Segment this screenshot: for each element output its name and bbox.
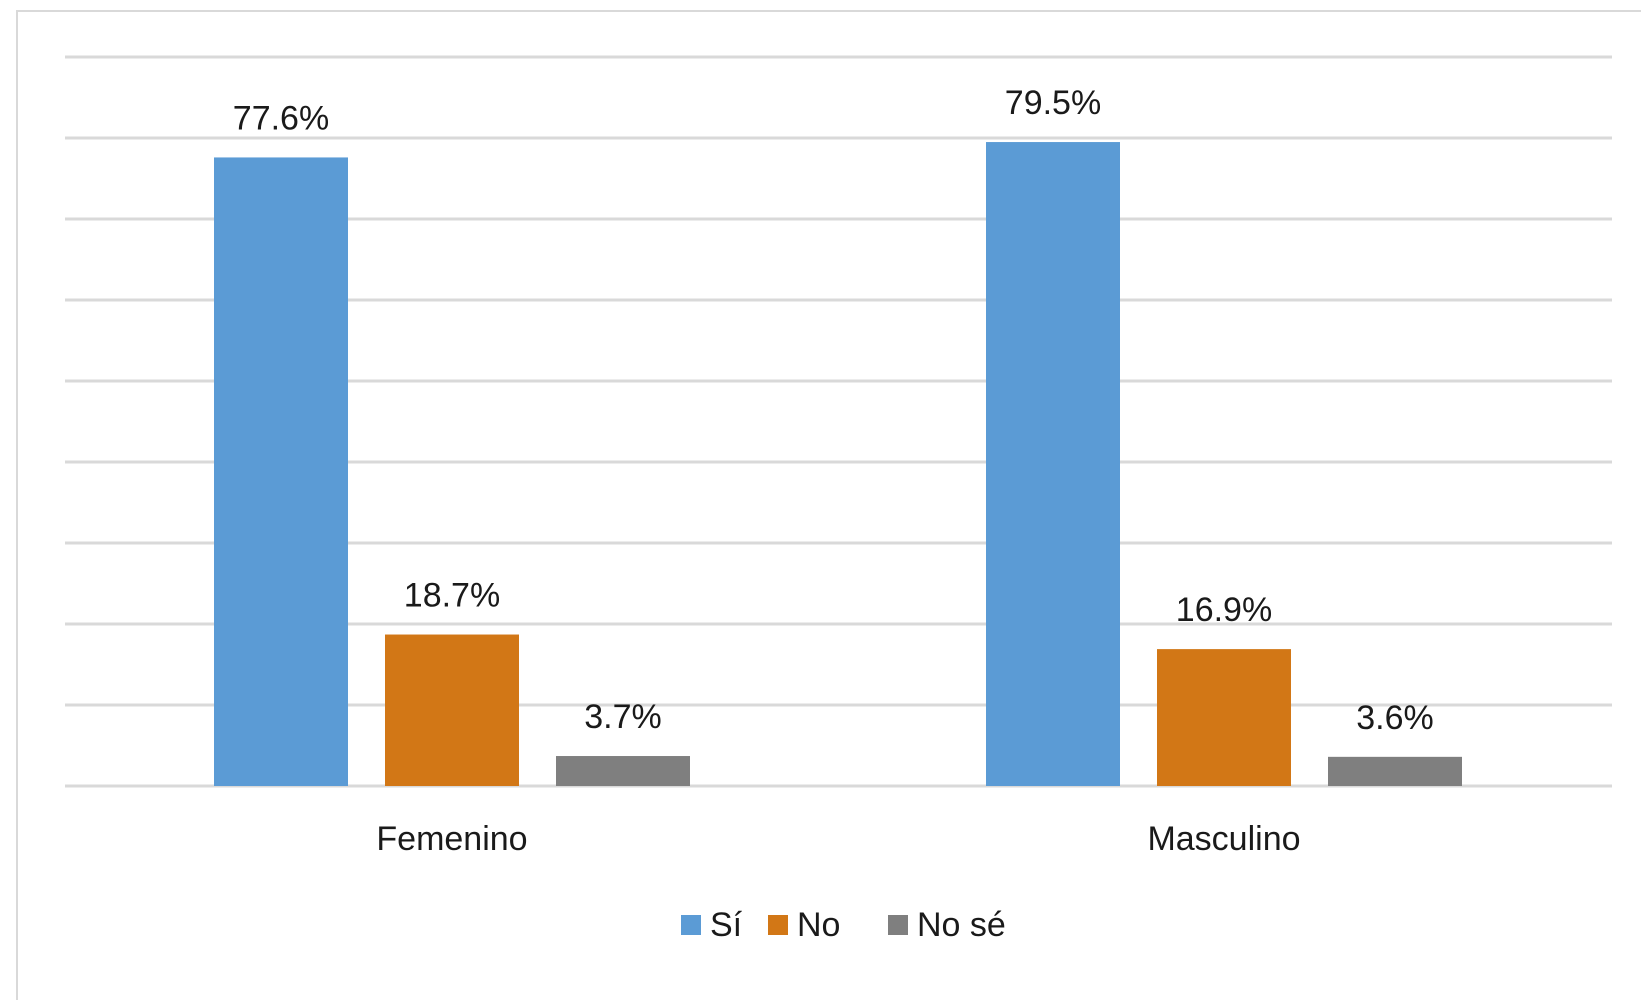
- data-label: 3.6%: [1356, 699, 1434, 737]
- legend-swatch: [888, 915, 908, 935]
- data-label: 77.6%: [233, 99, 329, 137]
- legend-label: Sí: [710, 906, 743, 944]
- bar-femenino-2: [385, 634, 519, 786]
- bar-masculino-2: [1157, 649, 1291, 786]
- bar-femenino-3: [556, 756, 690, 786]
- bar-femenino-1: [214, 157, 348, 786]
- gridlines: [65, 55, 1612, 788]
- legend-swatch: [681, 915, 701, 935]
- category-label: Masculino: [1147, 820, 1300, 858]
- legend: Sí No No sé: [681, 906, 1006, 944]
- bar-masculino-1: [986, 142, 1120, 787]
- bar-masculino-3: [1328, 756, 1462, 786]
- legend-label: No: [797, 906, 840, 944]
- category-labels: Femenino Masculino: [376, 820, 1300, 858]
- data-label: 79.5%: [1005, 84, 1101, 122]
- category-label: Femenino: [376, 820, 527, 858]
- data-label: 18.7%: [404, 577, 500, 615]
- data-label: 3.7%: [584, 698, 662, 736]
- legend-label: No sé: [917, 906, 1006, 944]
- data-labels: 77.6% 18.7% 3.7% 79.5% 16.9% 3.6%: [233, 84, 1434, 737]
- legend-swatch: [768, 915, 788, 935]
- chart-frame: [16, 10, 1641, 1000]
- bars: [214, 142, 1462, 787]
- data-label: 16.9%: [1176, 591, 1272, 629]
